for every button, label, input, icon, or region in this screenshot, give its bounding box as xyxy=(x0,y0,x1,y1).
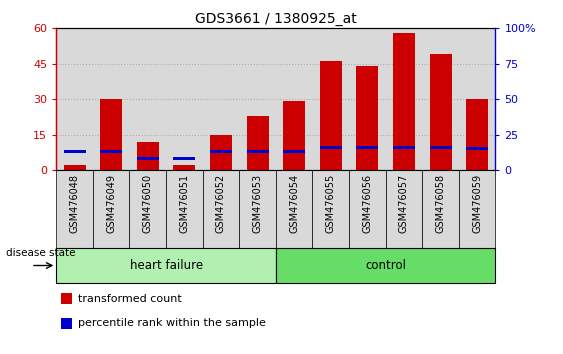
Bar xyxy=(64,150,86,153)
Bar xyxy=(459,170,495,248)
Bar xyxy=(312,28,349,170)
Bar xyxy=(393,146,415,149)
Bar xyxy=(283,102,305,170)
Text: control: control xyxy=(365,259,406,272)
Bar xyxy=(93,170,129,248)
Bar xyxy=(129,28,166,170)
Text: GSM476054: GSM476054 xyxy=(289,174,299,233)
Bar xyxy=(386,28,422,170)
Bar xyxy=(210,135,232,170)
Bar xyxy=(312,170,349,248)
Bar xyxy=(100,99,122,170)
Text: GSM476057: GSM476057 xyxy=(399,174,409,233)
Bar xyxy=(247,150,269,153)
Bar xyxy=(56,170,93,248)
Bar xyxy=(203,170,239,248)
Bar xyxy=(239,28,276,170)
Text: GSM476056: GSM476056 xyxy=(363,174,372,233)
Bar xyxy=(276,170,312,248)
Bar xyxy=(137,157,159,160)
Bar xyxy=(239,170,276,248)
Bar xyxy=(166,170,203,248)
Text: GSM476055: GSM476055 xyxy=(326,174,336,233)
Bar xyxy=(93,28,129,170)
Text: heart failure: heart failure xyxy=(129,259,203,272)
Bar xyxy=(459,28,495,170)
Text: transformed count: transformed count xyxy=(78,293,182,304)
Text: GSM476053: GSM476053 xyxy=(253,174,262,233)
Text: GSM476048: GSM476048 xyxy=(70,174,79,233)
Bar xyxy=(422,28,459,170)
Bar xyxy=(356,146,378,149)
Text: GSM476058: GSM476058 xyxy=(436,174,445,233)
Bar xyxy=(61,318,72,329)
Bar xyxy=(276,248,495,283)
Text: GSM476050: GSM476050 xyxy=(143,174,153,233)
Bar xyxy=(393,33,415,170)
Bar xyxy=(466,99,488,170)
Bar xyxy=(320,61,342,170)
Bar xyxy=(422,170,459,248)
Text: GSM476049: GSM476049 xyxy=(106,174,116,233)
Bar xyxy=(349,28,386,170)
Bar xyxy=(173,165,195,170)
Bar xyxy=(203,28,239,170)
Text: GSM476059: GSM476059 xyxy=(472,174,482,233)
Bar xyxy=(173,157,195,160)
Bar xyxy=(276,28,312,170)
Bar xyxy=(386,170,422,248)
Text: GSM476052: GSM476052 xyxy=(216,174,226,233)
Bar xyxy=(61,293,72,304)
Bar xyxy=(137,142,159,170)
Bar xyxy=(283,150,305,153)
Bar xyxy=(100,150,122,153)
Bar xyxy=(320,146,342,149)
Bar xyxy=(129,170,166,248)
Text: GSM476051: GSM476051 xyxy=(180,174,189,233)
Bar xyxy=(356,66,378,170)
Bar xyxy=(210,150,232,153)
Text: disease state: disease state xyxy=(6,249,75,258)
Title: GDS3661 / 1380925_at: GDS3661 / 1380925_at xyxy=(195,12,357,26)
Bar xyxy=(430,146,452,149)
Bar xyxy=(466,147,488,150)
Bar xyxy=(430,54,452,170)
Bar xyxy=(166,28,203,170)
Bar xyxy=(349,170,386,248)
Bar xyxy=(56,28,93,170)
Text: percentile rank within the sample: percentile rank within the sample xyxy=(78,318,266,329)
Bar xyxy=(247,116,269,170)
Bar xyxy=(56,248,276,283)
Bar xyxy=(64,165,86,170)
